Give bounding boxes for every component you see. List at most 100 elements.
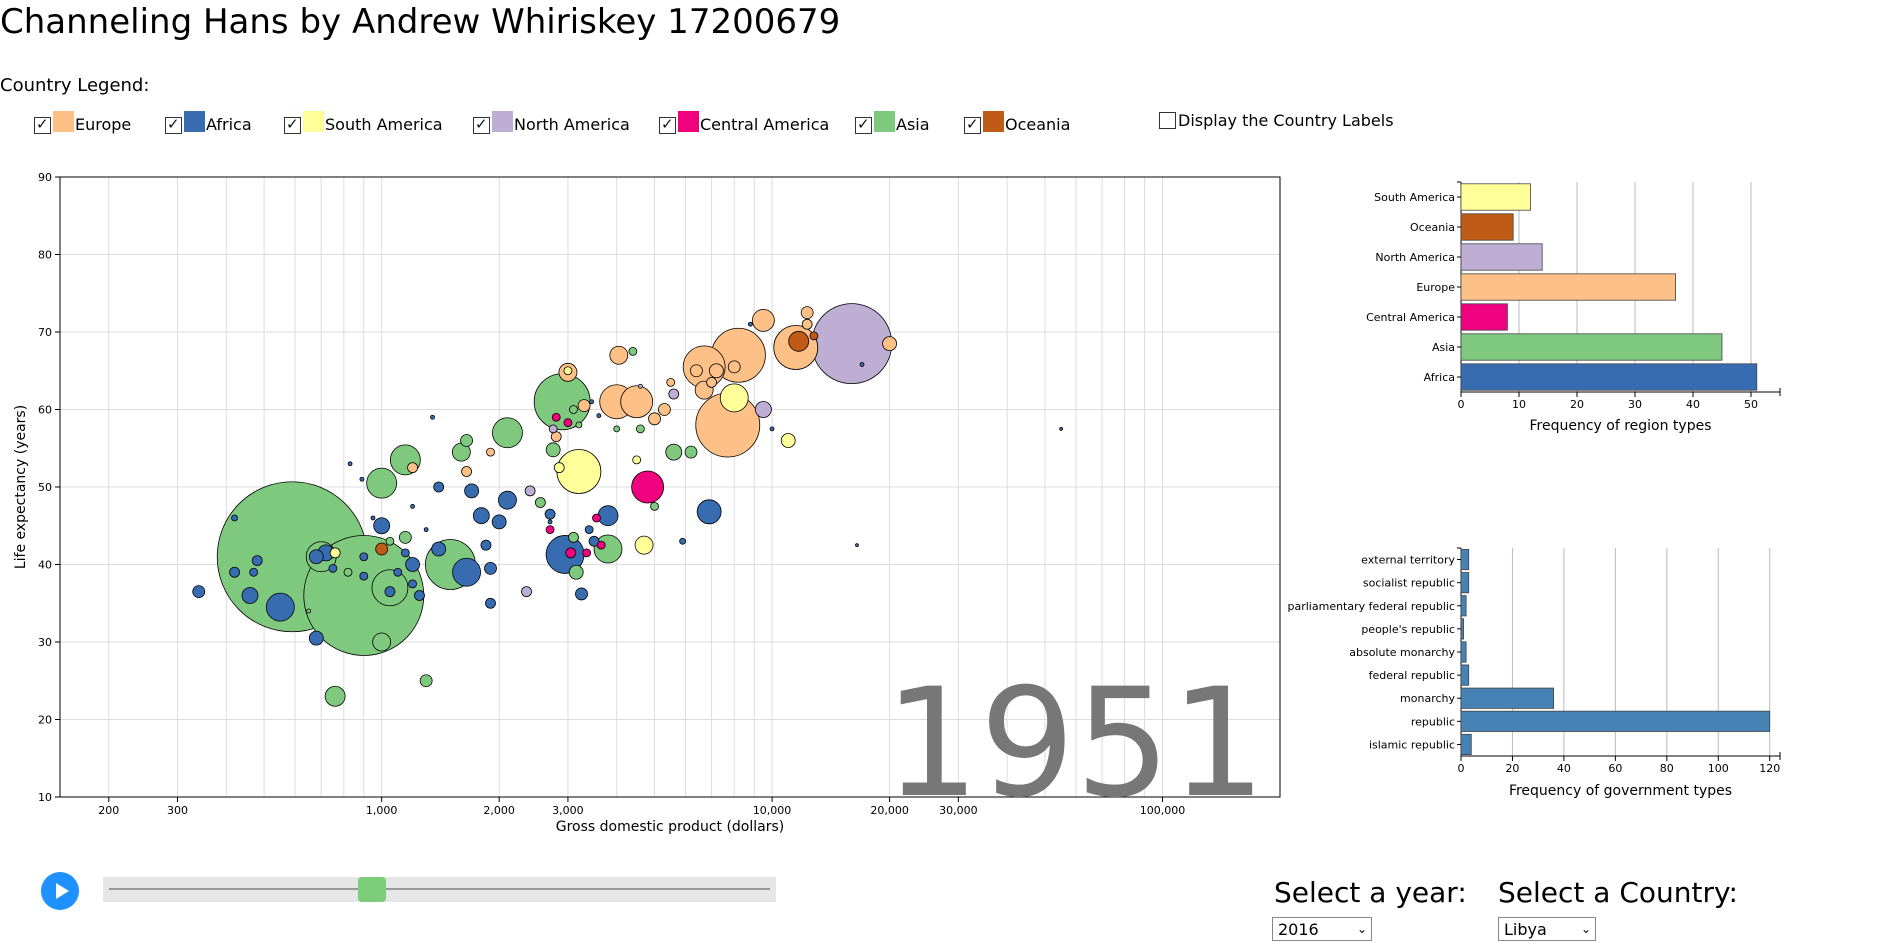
slider-thumb[interactable] [358, 877, 387, 902]
display-labels-toggle[interactable]: Display the Country Labels [1159, 111, 1394, 130]
country-bubble [568, 531, 579, 543]
country-bubble [393, 567, 403, 577]
country-bubble [398, 530, 412, 544]
country-bubble [553, 462, 565, 474]
region-bar-bar [1460, 213, 1514, 241]
y-tick-label: 40 [38, 559, 52, 572]
country-bubble [747, 321, 753, 327]
legend-item-central-america[interactable]: Central America [659, 108, 829, 134]
legend-checkbox[interactable] [165, 115, 182, 134]
country-bubble [556, 449, 602, 494]
government-bar-bar [1460, 664, 1470, 686]
government-bar-bar [1460, 572, 1470, 594]
country-bubble [385, 536, 395, 546]
chevron-down-icon: ⌄ [1580, 922, 1591, 936]
chevron-down-icon: ⌄ [1356, 922, 1367, 936]
select-year-label: Select a year: [1274, 876, 1467, 909]
legend-checkbox[interactable] [659, 115, 676, 134]
country-bubble [480, 539, 492, 551]
country-bubble [719, 383, 749, 413]
country-bubble [431, 541, 447, 557]
country-bubble [306, 608, 312, 614]
country-bubble [324, 685, 346, 707]
legend-item-north-america[interactable]: North America [473, 108, 630, 134]
country-bubble [544, 508, 556, 520]
country-bubble [400, 548, 410, 558]
country-bubble [565, 547, 577, 559]
legend-checkbox[interactable] [473, 115, 490, 134]
legend-swatch [874, 111, 895, 132]
legend-item-europe[interactable]: Europe [34, 108, 131, 134]
region-bar-bar [1460, 363, 1758, 391]
legend-label: Asia [896, 115, 930, 134]
country-bubble [855, 543, 859, 548]
government-bar-x-tick-label: 0 [1458, 762, 1465, 775]
country-bubble [375, 542, 389, 556]
country-bubble [241, 587, 259, 604]
page-title: Channeling Hans by Andrew Whiriskey 1720… [0, 2, 841, 42]
year-slider[interactable] [103, 877, 776, 902]
display-labels-checkbox[interactable] [1159, 112, 1176, 129]
legend-swatch [303, 111, 324, 132]
x-tick-label: 1,000 [366, 804, 398, 817]
region-bar-x-tick-label: 30 [1628, 398, 1642, 411]
legend-checkbox[interactable] [964, 115, 981, 134]
country-bubble [308, 630, 324, 646]
country-bubble [524, 485, 536, 497]
country-bubble [563, 418, 573, 428]
country-bubble [460, 434, 473, 447]
region-bar-category-label: Africa [1424, 371, 1455, 384]
country-bubble [596, 540, 606, 550]
x-tick-label: 300 [167, 804, 188, 817]
legend-label: Oceania [1005, 115, 1071, 134]
y-tick-label: 70 [38, 326, 52, 339]
legend-swatch [53, 111, 74, 132]
region-bar-bar [1460, 303, 1508, 331]
legend-checkbox[interactable] [34, 115, 51, 134]
legend-checkbox[interactable] [284, 115, 301, 134]
legend-label: Central America [700, 115, 830, 134]
region-bar-category-label: Oceania [1410, 221, 1455, 234]
region-bar-bar [1460, 333, 1723, 361]
country-bubble [801, 318, 813, 330]
country-select[interactable]: Libya ⌄ [1498, 917, 1596, 941]
legend-label: North America [514, 115, 630, 134]
year-select[interactable]: 2016 ⌄ [1272, 917, 1372, 941]
legend-checkbox[interactable] [855, 115, 872, 134]
country-bubble [577, 399, 591, 413]
play-icon[interactable] [41, 872, 79, 910]
region-bar-category-label: Europe [1416, 281, 1455, 294]
country-bubble [329, 547, 341, 559]
government-bar-x-tick-label: 40 [1557, 762, 1571, 775]
legend-item-oceania[interactable]: Oceania [964, 108, 1070, 134]
government-bar-category-label: republic [1411, 715, 1455, 728]
government-bar-bar [1460, 548, 1470, 571]
x-axis-label: Gross domestic product (dollars) [556, 819, 785, 835]
government-bar-bar [1460, 618, 1464, 640]
country-bubble [249, 567, 259, 577]
government-bar-x-tick-label: 100 [1708, 762, 1729, 775]
country-bubble [229, 566, 240, 578]
government-bar-bar [1460, 595, 1467, 617]
legend-item-south-america[interactable]: South America [284, 108, 443, 134]
government-bar-bar [1460, 641, 1467, 663]
country-bubble [684, 445, 698, 459]
country-bubble [461, 466, 472, 477]
country-bubble [658, 403, 671, 416]
legend-label: Africa [206, 115, 252, 134]
country-bubble [410, 503, 415, 509]
legend-item-africa[interactable]: Africa [165, 108, 252, 134]
region-bar-x-tick-label: 0 [1458, 398, 1465, 411]
country-bubble [521, 586, 532, 598]
legend-item-asia[interactable]: Asia [855, 108, 930, 134]
government-bar-category-label: people's republic [1361, 623, 1455, 636]
country-bubble [582, 548, 592, 558]
region-bar-category-label: Asia [1432, 341, 1455, 354]
select-country-label: Select a Country: [1498, 876, 1738, 909]
country-bubble [545, 442, 561, 458]
country-bubble [405, 557, 420, 572]
y-axis-label: Life expectancy (years) [13, 405, 29, 569]
legend-label: South America [325, 115, 443, 134]
country-bubble [472, 507, 490, 525]
